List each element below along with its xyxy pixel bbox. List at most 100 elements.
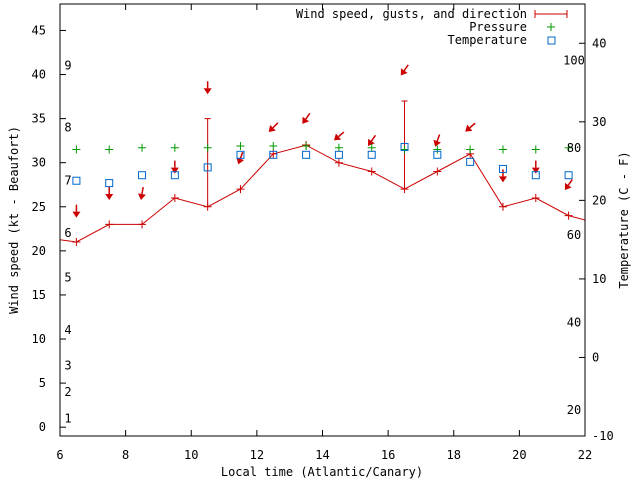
temperature-point — [400, 142, 409, 151]
pressure-point — [72, 145, 81, 154]
pressure-point — [170, 143, 179, 152]
left-tick-label: 5 — [39, 376, 46, 390]
left-tick-label: 40 — [32, 68, 46, 82]
beaufort-label: 3 — [64, 358, 71, 372]
temperature-point — [138, 171, 147, 180]
temperature-point — [367, 150, 376, 159]
wind-speed-point — [170, 193, 179, 202]
wind-speed-point — [138, 220, 147, 229]
wind-speed-point — [334, 158, 343, 167]
legend-swatch-pressure — [547, 23, 555, 31]
right-tick-label: 10 — [592, 272, 606, 286]
temperature-point — [564, 171, 573, 180]
pressure-point — [564, 143, 573, 152]
legend-label-pressure: Pressure — [469, 20, 527, 34]
pressure-point — [466, 145, 475, 154]
x-tick-label: 8 — [122, 448, 129, 462]
temperature-point — [466, 157, 475, 166]
fahrenheit-label: 60 — [567, 228, 581, 242]
left-tick-label: 20 — [32, 244, 46, 258]
plot-series — [60, 64, 585, 247]
x-tick-label: 20 — [512, 448, 526, 462]
wind-speed-line — [60, 144, 585, 243]
wind-direction-shaft — [567, 178, 573, 186]
fahrenheit-label: 40 — [567, 316, 581, 330]
right-tick-label: 0 — [592, 350, 599, 364]
temperature-point — [433, 150, 442, 159]
wind-direction-head — [367, 138, 375, 146]
right-tick-label: 20 — [592, 193, 606, 207]
beaufort-label: 1 — [64, 411, 71, 425]
left-tick-label: 10 — [32, 332, 46, 346]
right-tick-label: -10 — [592, 429, 614, 443]
right-tick-label: 40 — [592, 36, 606, 50]
x-tick-label: 14 — [315, 448, 329, 462]
legend-label-temperature: Temperature — [448, 33, 527, 47]
x-axis-title: Local time (Atlantic/Canary) — [221, 465, 423, 479]
wind-direction-shaft — [239, 151, 244, 160]
beaufort-label: 7 — [64, 173, 71, 187]
left-tick-label: 25 — [32, 200, 46, 214]
wind-direction-head — [236, 157, 245, 165]
wind-direction-head — [138, 193, 146, 200]
wind-direction-head — [433, 139, 441, 147]
pressure-point — [105, 145, 114, 154]
wind-direction-head — [333, 133, 342, 141]
temperature-point — [170, 171, 179, 180]
x-tick-label: 18 — [447, 448, 461, 462]
temperature-point — [105, 179, 114, 188]
wind-speed-point — [433, 167, 442, 176]
legend-swatch-wind — [534, 10, 568, 18]
wind-speed-point — [498, 202, 507, 211]
wind-direction-shaft — [436, 134, 441, 142]
wind-direction-head — [302, 116, 310, 124]
temperature-point — [269, 150, 278, 159]
x-tick-label: 12 — [250, 448, 264, 462]
wind-direction-head — [498, 176, 507, 183]
wind-direction-shaft — [305, 112, 311, 120]
legend-label-wind: Wind speed, gusts, and direction — [296, 7, 527, 21]
temperature-point — [334, 150, 343, 159]
plot-area — [60, 64, 585, 247]
left-axis-title: Wind speed (kt - Beaufort) — [7, 126, 21, 314]
beaufort-label: 5 — [64, 270, 71, 284]
wind-speed-point — [564, 211, 573, 220]
axes: 6 8 10 12 14 16 18 20 22051015202530354045-10010… — [32, 4, 614, 462]
x-tick-label: 22 — [578, 448, 592, 462]
wind-direction-head — [72, 211, 81, 218]
temperature-point — [72, 176, 81, 185]
wind-direction-head — [170, 167, 179, 174]
pressure-point — [433, 145, 442, 154]
wind-direction-shaft — [469, 122, 476, 129]
pressure-point — [531, 145, 540, 154]
wind-direction-head — [465, 124, 473, 132]
temperature-point — [531, 171, 540, 180]
fahrenheit-label: 20 — [567, 403, 581, 417]
x-tick-label: 16 — [381, 448, 395, 462]
legend-swatch-temperature — [547, 36, 556, 45]
temperature-point — [203, 163, 212, 172]
wind-direction-shaft — [272, 122, 279, 129]
wind-speed-point — [105, 220, 114, 229]
pressure-point — [367, 143, 376, 152]
wind-speed-point — [367, 167, 376, 176]
wind-direction-head — [268, 124, 276, 133]
left-tick-label: 45 — [32, 23, 46, 37]
temperature-point — [236, 150, 245, 159]
wind-direction-shaft — [338, 131, 345, 138]
beaufort-label: 9 — [64, 59, 71, 73]
pressure-point — [334, 143, 343, 152]
right-axis-title: Temperature (C - F) — [617, 151, 631, 288]
left-tick-label: 0 — [39, 420, 46, 434]
wind-direction-head — [105, 194, 114, 201]
left-tick-label: 30 — [32, 156, 46, 170]
temperature-point — [302, 150, 311, 159]
fahrenheit-label: 100 — [563, 54, 585, 68]
pressure-point — [138, 143, 147, 152]
pressure-point — [302, 141, 311, 150]
wind-speed-point — [531, 193, 540, 202]
wind-speed-point — [236, 185, 245, 194]
beaufort-label: 8 — [64, 120, 71, 134]
